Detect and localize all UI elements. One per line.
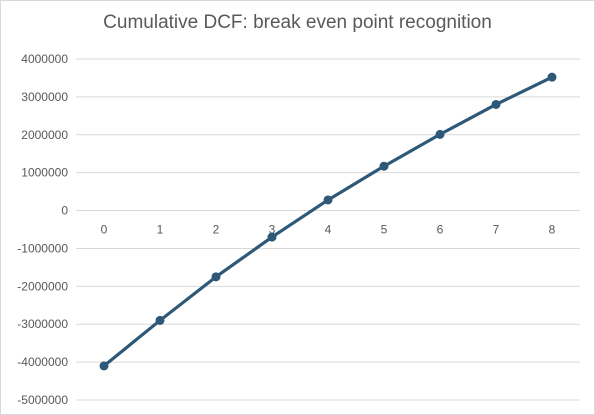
- data-point: [211, 272, 221, 282]
- x-tick-label: 5: [381, 223, 388, 237]
- y-tick-label: 2000000: [21, 128, 68, 142]
- data-point: [491, 99, 501, 109]
- data-point: [379, 161, 389, 171]
- x-tick-label: 1: [157, 223, 164, 237]
- y-tick-label: 4000000: [21, 52, 68, 66]
- y-tick-label: 1000000: [21, 166, 68, 180]
- chart-title: Cumulative DCF: break even point recogni…: [103, 12, 492, 33]
- y-tick-label: 0: [61, 204, 68, 218]
- y-tick-label: -4000000: [17, 355, 68, 369]
- y-tick-label: -5000000: [17, 393, 68, 407]
- axis-labels: 4000000 3000000 2000000 1000000 0 -1000000 -20…: [17, 52, 555, 407]
- data-point: [267, 232, 277, 242]
- x-tick-label: 4: [325, 223, 332, 237]
- x-tick-label: 8: [549, 223, 556, 237]
- data-point: [99, 361, 109, 371]
- x-tick-label: 2: [213, 223, 220, 237]
- x-tick-label: 3: [269, 223, 276, 237]
- series-layer: [99, 72, 557, 371]
- series-line: [102, 75, 554, 368]
- x-tick-label: 0: [101, 223, 108, 237]
- data-point: [155, 315, 165, 325]
- data-point: [547, 72, 557, 82]
- data-point: [435, 129, 445, 139]
- y-tick-label: -3000000: [17, 317, 68, 331]
- y-tick-label: -2000000: [17, 279, 68, 293]
- y-tick-label: 3000000: [21, 90, 68, 104]
- x-tick-label: 7: [493, 223, 500, 237]
- data-point: [323, 195, 333, 205]
- x-tick-label: 6: [437, 223, 444, 237]
- y-tick-label: -1000000: [17, 241, 68, 255]
